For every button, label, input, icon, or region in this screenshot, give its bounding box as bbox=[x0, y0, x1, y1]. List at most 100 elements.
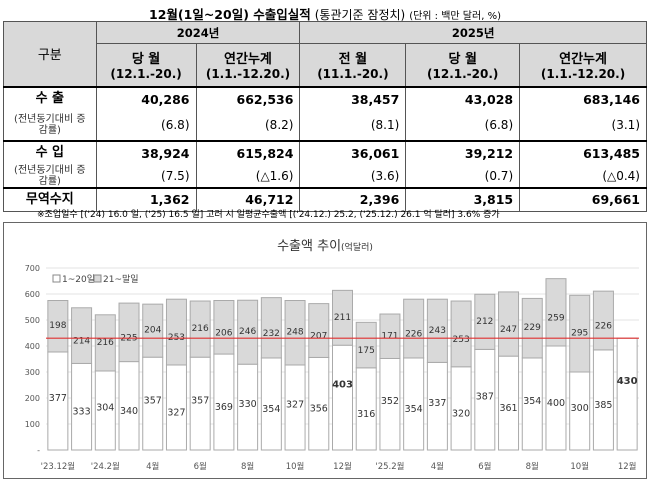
page-title: 12월(1일~20일) 수출입실적 (통관기준 잠정치) (단위 : 백만 달러… bbox=[149, 7, 501, 22]
bar-21-end bbox=[189, 300, 211, 358]
data-label: 246 bbox=[239, 327, 256, 337]
rate-cell: (7.5) bbox=[95, 164, 197, 188]
value-cell: 69,661 bbox=[519, 187, 647, 212]
data-label: 171 bbox=[381, 331, 398, 341]
year-header: 2025년 bbox=[299, 21, 647, 44]
data-label: 330 bbox=[239, 399, 257, 410]
row-sublabel: (전년동기대비 증감률) bbox=[3, 110, 97, 141]
rate-cell: (3.1) bbox=[519, 110, 647, 141]
bar-21-end bbox=[569, 294, 591, 373]
data-label: 320 bbox=[452, 408, 470, 419]
x-tick-label: '23.12월 bbox=[41, 461, 76, 472]
x-tick-label: 10월 bbox=[570, 461, 589, 472]
data-label: 207 bbox=[310, 332, 327, 342]
data-label: 356 bbox=[310, 404, 328, 415]
value-cell: 46,712 bbox=[195, 187, 301, 212]
value-cell: 3,815 bbox=[405, 187, 521, 212]
legend-swatch bbox=[93, 274, 102, 283]
x-tick-label: 8월 bbox=[526, 461, 539, 472]
data-label: 430 bbox=[617, 376, 638, 387]
data-label: 300 bbox=[571, 403, 589, 414]
value-cell: 662,536 bbox=[195, 86, 301, 111]
value-cell: 613,485 bbox=[519, 140, 647, 165]
data-label: 316 bbox=[357, 409, 375, 420]
x-tick-label: '25.2월 bbox=[375, 461, 404, 472]
rate-cell: (3.6) bbox=[299, 164, 407, 188]
column-header: 전 월 (11.1.-20.) bbox=[299, 43, 407, 87]
y-tick-label: 400 bbox=[25, 342, 40, 351]
data-label: 216 bbox=[192, 324, 209, 334]
data-label: 354 bbox=[405, 404, 423, 415]
bar-21-end bbox=[521, 297, 543, 359]
x-tick-label: 4월 bbox=[146, 461, 159, 472]
data-label: 212 bbox=[476, 317, 493, 327]
data-label: 327 bbox=[286, 399, 304, 410]
data-label: 216 bbox=[97, 338, 114, 348]
data-label: 243 bbox=[429, 326, 446, 336]
row-label: 수 출 bbox=[3, 86, 97, 111]
y-tick-label: 200 bbox=[25, 394, 40, 403]
legend-label: 21~말일 bbox=[103, 273, 139, 285]
legend-swatch bbox=[52, 274, 61, 283]
row-label: 무역수지 bbox=[3, 187, 97, 212]
rate-cell: (8.2) bbox=[195, 110, 301, 141]
y-tick-label: 700 bbox=[25, 264, 40, 273]
rate-cell: (△1.6) bbox=[195, 164, 301, 188]
rate-cell: (△0.4) bbox=[519, 164, 647, 188]
data-label: 304 bbox=[96, 402, 114, 413]
data-label: 226 bbox=[595, 322, 612, 332]
value-cell: 1,362 bbox=[95, 187, 197, 212]
bar-1-20 bbox=[332, 344, 353, 451]
bar-21-end bbox=[118, 302, 140, 363]
row-sublabel: (전년동기대비 증감률) bbox=[3, 164, 97, 188]
data-label: 354 bbox=[523, 396, 541, 407]
value-cell: 2,396 bbox=[299, 187, 407, 212]
data-label: 333 bbox=[73, 407, 91, 418]
data-label: 211 bbox=[334, 313, 351, 323]
bar-21-end bbox=[403, 298, 425, 359]
value-cell: 615,824 bbox=[195, 140, 301, 165]
bar-21-end bbox=[165, 298, 187, 366]
data-label: 226 bbox=[405, 330, 422, 340]
data-label: 361 bbox=[499, 403, 517, 414]
rate-cell: (8.1) bbox=[299, 110, 407, 141]
chart-title: 수출액 추이(억달러) bbox=[277, 239, 373, 254]
x-tick-label: 12월 bbox=[333, 461, 352, 472]
data-label: 400 bbox=[547, 398, 565, 409]
bar-21-end bbox=[450, 300, 472, 368]
bar-21-end bbox=[474, 293, 496, 350]
data-label: 357 bbox=[144, 396, 162, 407]
value-cell: 38,457 bbox=[299, 86, 407, 111]
value-cell: 38,924 bbox=[95, 140, 197, 165]
data-label: 232 bbox=[263, 329, 280, 339]
column-header: 당 월 (12.1.-20.) bbox=[405, 43, 521, 87]
x-tick-label: 6월 bbox=[478, 461, 491, 472]
x-tick-label: '24.2월 bbox=[91, 461, 120, 472]
data-label: 340 bbox=[120, 406, 138, 417]
value-cell: 683,146 bbox=[519, 86, 647, 111]
rate-cell: (0.7) bbox=[405, 164, 521, 188]
column-header: 연간누계 (1.1.-12.20.) bbox=[195, 43, 301, 87]
footnote: ※조업일수 [('24) 16.0 일, ('25) 16.5 일] 고려 시 … bbox=[37, 210, 500, 220]
bar-21-end bbox=[237, 299, 259, 365]
bar-21-end bbox=[213, 300, 235, 355]
data-label: 377 bbox=[49, 393, 67, 404]
value-cell: 40,286 bbox=[95, 86, 197, 111]
x-tick-label: 8월 bbox=[241, 461, 254, 472]
x-tick-label: 12월 bbox=[618, 461, 637, 472]
corner-header: 구분 bbox=[3, 21, 97, 87]
row-label: 수 입 bbox=[3, 140, 97, 165]
data-label: 253 bbox=[453, 335, 470, 345]
y-tick-label: 500 bbox=[25, 316, 40, 325]
data-label: 327 bbox=[167, 407, 185, 418]
bar-21-end bbox=[545, 278, 567, 347]
data-label: 352 bbox=[381, 396, 399, 407]
value-cell: 36,061 bbox=[299, 140, 407, 165]
data-label: 387 bbox=[476, 392, 494, 403]
y-tick-label: - bbox=[37, 446, 40, 455]
data-label: 248 bbox=[286, 328, 303, 338]
data-label: 295 bbox=[571, 329, 588, 339]
data-label: 337 bbox=[428, 398, 446, 409]
bar-21-end bbox=[379, 313, 401, 359]
bar-21-end bbox=[355, 321, 377, 369]
